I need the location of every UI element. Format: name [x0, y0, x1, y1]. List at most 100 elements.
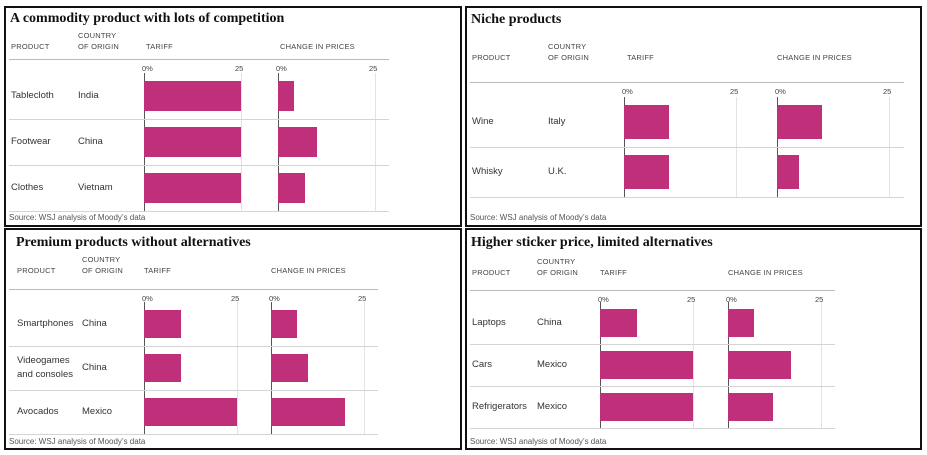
- header-country: COUNTRY OF ORIGIN: [548, 42, 589, 62]
- tick-label-change-min: 0%: [726, 295, 737, 304]
- product-label: Smartphones: [17, 318, 74, 329]
- header-rule: [9, 59, 389, 60]
- tick-label-change-min: 0%: [269, 294, 280, 303]
- gridline-change-max: [375, 73, 376, 211]
- change-in-prices-bar: [728, 309, 755, 337]
- change-in-prices-bar: [777, 105, 822, 139]
- header-country: COUNTRY OF ORIGIN: [537, 257, 578, 277]
- change-in-prices-bar: [728, 351, 792, 379]
- header-country: COUNTRY OF ORIGIN: [82, 255, 123, 275]
- tick-label-tariff-min: 0%: [142, 294, 153, 303]
- tick-label-tariff-min: 0%: [142, 64, 153, 73]
- tick-label-change-max: 25: [815, 295, 824, 304]
- change-in-prices-bar: [271, 398, 346, 426]
- row-divider: [470, 147, 904, 148]
- tariff-bar: [624, 155, 669, 189]
- chart-panel: Niche products PRODUCT COUNTRY OF ORIGIN TA…: [465, 6, 922, 227]
- tariff-bar: [144, 310, 182, 338]
- gridline-tariff-max: [237, 302, 238, 434]
- change-in-prices-bar: [728, 393, 773, 421]
- row-divider: [9, 119, 389, 120]
- tariff-bar: [600, 309, 638, 337]
- source-note: Source: WSJ analysis of Moody’s data: [9, 437, 146, 446]
- tick-label-change-max: 25: [369, 64, 378, 73]
- country-label: China: [82, 362, 107, 373]
- gridline-change-max: [821, 302, 822, 428]
- source-note: Source: WSJ analysis of Moody’s data: [470, 213, 607, 222]
- product-label: Refrigerators: [472, 401, 527, 412]
- tick-label-change-max: 25: [358, 294, 367, 303]
- change-in-prices-bar: [278, 127, 317, 157]
- tariff-bar: [144, 173, 241, 203]
- gridline-tariff-max: [693, 302, 694, 428]
- tick-label-change-max: 25: [883, 87, 892, 96]
- country-label: Mexico: [537, 401, 568, 412]
- change-in-prices-bar: [777, 155, 800, 189]
- tariff-bar: [144, 398, 237, 426]
- chart-title: Niche products: [471, 12, 562, 27]
- header-change-in-prices: CHANGE IN PRICES: [280, 42, 355, 51]
- header-tariff: TARIFF: [146, 42, 173, 51]
- country-label: India: [78, 90, 99, 101]
- tariff-bar: [624, 105, 669, 139]
- header-change-in-prices: CHANGE IN PRICES: [728, 268, 803, 277]
- country-label: Vietnam: [78, 182, 113, 193]
- country-label: Mexico: [82, 406, 113, 417]
- header-product: PRODUCT: [472, 53, 511, 62]
- row-divider: [470, 344, 835, 345]
- tick-label-tariff-max: 25: [730, 87, 739, 96]
- change-in-prices-bar: [278, 173, 306, 203]
- gridline-tariff-max: [241, 73, 242, 211]
- chart-panel: A commodity product with lots of competi…: [4, 6, 462, 227]
- tariff-bar: [144, 81, 241, 111]
- header-tariff: TARIFF: [144, 266, 171, 275]
- header-change-in-prices: CHANGE IN PRICES: [777, 53, 852, 62]
- product-label: Cars: [472, 359, 493, 370]
- country-label: Mexico: [537, 359, 568, 370]
- chart-panel: Higher sticker price, limited alternativ…: [465, 228, 922, 450]
- tick-label-tariff-max: 25: [231, 294, 240, 303]
- header-rule: [470, 290, 835, 291]
- change-in-prices-bar: [271, 354, 309, 382]
- product-label: Clothes: [11, 182, 44, 193]
- header-country: COUNTRY OF ORIGIN: [78, 31, 119, 51]
- chart-title: Higher sticker price, limited alternativ…: [471, 235, 713, 250]
- header-change-in-prices: CHANGE IN PRICES: [271, 266, 346, 275]
- tick-label-tariff-max: 25: [235, 64, 244, 73]
- product-label: Whisky: [472, 166, 503, 177]
- tariff-bar: [600, 351, 693, 379]
- chart-title: Premium products without alternatives: [16, 235, 251, 250]
- change-in-prices-bar: [271, 310, 298, 338]
- country-label: Italy: [548, 116, 566, 127]
- chart-title: A commodity product with lots of competi…: [10, 11, 285, 26]
- product-label: Wine: [472, 116, 494, 127]
- header-product: PRODUCT: [472, 268, 511, 277]
- header-product: PRODUCT: [17, 266, 56, 275]
- gridline-change-max: [364, 302, 365, 434]
- header-product: PRODUCT: [11, 42, 50, 51]
- header-tariff: TARIFF: [627, 53, 654, 62]
- row-divider: [9, 165, 389, 166]
- tariff-bar: [144, 354, 182, 382]
- row-divider: [9, 346, 378, 347]
- country-label: China: [82, 318, 107, 329]
- source-note: Source: WSJ analysis of Moody’s data: [9, 213, 146, 222]
- row-divider: [9, 211, 389, 212]
- tariff-bar: [144, 127, 241, 157]
- source-note: Source: WSJ analysis of Moody’s data: [470, 437, 607, 446]
- product-label: Laptops: [472, 317, 506, 328]
- change-in-prices-bar: [278, 81, 294, 111]
- row-divider: [9, 434, 378, 435]
- tick-label-tariff-min: 0%: [622, 87, 633, 96]
- product-label: Tablecloth: [11, 90, 54, 101]
- tick-label-tariff-min: 0%: [598, 295, 609, 304]
- header-rule: [9, 289, 378, 290]
- row-divider: [470, 197, 904, 198]
- row-divider: [470, 386, 835, 387]
- product-label: Avocados: [17, 406, 59, 417]
- country-label: U.K.: [548, 166, 567, 177]
- row-divider: [9, 390, 378, 391]
- tick-label-tariff-max: 25: [687, 295, 696, 304]
- header-rule: [470, 82, 904, 83]
- country-label: China: [537, 317, 562, 328]
